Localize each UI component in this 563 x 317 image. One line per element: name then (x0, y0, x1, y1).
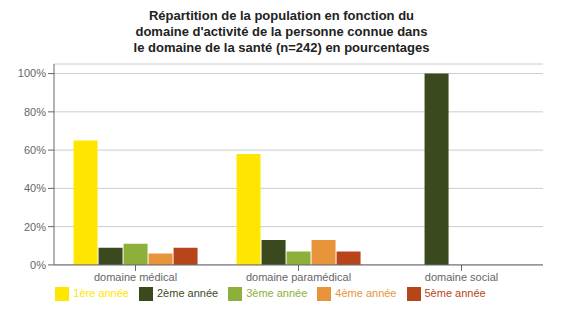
svg-text:0%: 0% (30, 259, 46, 271)
html-text:5ème année: 5ème année (424, 286, 486, 299)
svg-text:domaine social: domaine social (425, 271, 498, 283)
html-text:le domaine de la santé (n=242): le domaine de la santé (n=242) en pource… (133, 40, 430, 55)
html-text:2ème année: 2ème année (157, 286, 219, 299)
html-text:Répartition de la population e: Répartition de la population en fonction… (149, 8, 414, 23)
svg-text:60%: 60% (24, 144, 46, 156)
html-text:4ème année: 4ème année (335, 286, 397, 299)
svg-text:100%: 100% (18, 67, 46, 79)
svg-text:domaine paramédical: domaine paramédical (246, 271, 351, 283)
svg-text:20%: 20% (24, 221, 46, 233)
html-text:3ème année: 3ème année (246, 286, 308, 299)
svg-text:80%: 80% (24, 106, 46, 118)
svg-text:domaine médical: domaine médical (94, 271, 177, 283)
html-text:domaine d'activité de la perso: domaine d'activité de la personne connue… (135, 24, 428, 39)
html-text:1ère année: 1ère année (73, 286, 129, 299)
svg-text:40%: 40% (24, 182, 46, 194)
